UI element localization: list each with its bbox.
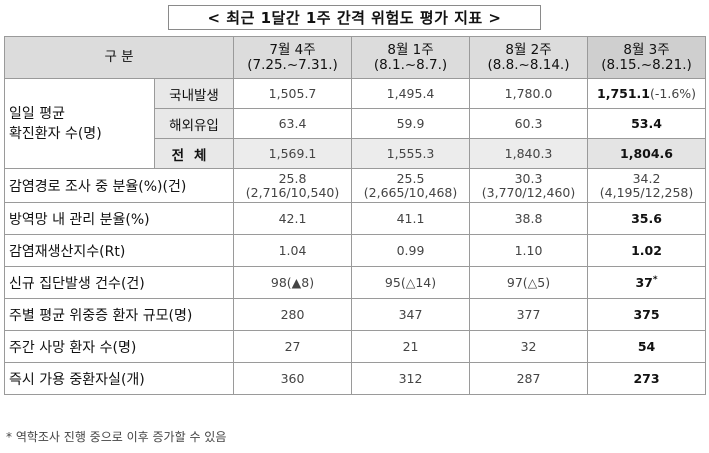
cell: 32 bbox=[469, 330, 589, 363]
cell-current: 375 bbox=[587, 298, 707, 331]
row-label: 주간 사망 환자 수(명) bbox=[3, 330, 235, 363]
row-label: 즉시 가용 중환자실(개) bbox=[3, 362, 235, 395]
cell: 347 bbox=[351, 298, 471, 331]
row-label: 감염경로 조사 중 분율(%)(건) bbox=[3, 168, 235, 203]
table-row: 주별 평균 위중증 환자 규모(명) 280 347 377 375 bbox=[3, 298, 707, 331]
cell: 97(△5) bbox=[469, 266, 589, 299]
row-label: 신규 집단발생 건수(건) bbox=[3, 266, 235, 299]
table-title: < 최근 1달간 1주 간격 위험도 평가 지표 > bbox=[168, 5, 541, 30]
table-row: 즉시 가용 중환자실(개) 360 312 287 273 bbox=[3, 362, 707, 395]
cell-current: 53.4 bbox=[587, 108, 707, 139]
header-label: 구 분 bbox=[3, 36, 235, 79]
table-row: 해외유입 63.4 59.9 60.3 53.4 bbox=[5, 108, 707, 139]
cell: 21 bbox=[351, 330, 471, 363]
sub-label-total: 전체 bbox=[153, 138, 235, 169]
row-label: 주별 평균 위중증 환자 규모(명) bbox=[3, 298, 235, 331]
header-week-4: 8월 3주 (8.15.~8.21.) bbox=[587, 36, 707, 79]
row-label: 방역망 내 관리 분율(%) bbox=[3, 202, 235, 235]
cell: 1,780.0 bbox=[469, 78, 589, 109]
cell: 377 bbox=[469, 298, 589, 331]
risk-indicator-table: 구 분 7월 4주 (7.25.~7.31.) 8월 1주 (8.1.~8.7.) … bbox=[3, 36, 707, 395]
cell-current: 273 bbox=[587, 362, 707, 395]
cell: 60.3 bbox=[469, 108, 589, 139]
cell: 1,840.3 bbox=[469, 138, 589, 169]
cell: 0.99 bbox=[351, 234, 471, 267]
cell: 1,555.3 bbox=[351, 138, 471, 169]
cell: 25.8 (2,716/10,540) bbox=[233, 168, 353, 203]
cell: 38.8 bbox=[469, 202, 589, 235]
row-label: 감염재생산지수(Rt) bbox=[3, 234, 235, 267]
cell-current: 1,751.1(-1.6%) bbox=[587, 78, 707, 109]
cell: 1.04 bbox=[233, 234, 353, 267]
cell: 98(▲8) bbox=[233, 266, 353, 299]
cell: 360 bbox=[233, 362, 353, 395]
cell: 280 bbox=[233, 298, 353, 331]
cell: 1,505.7 bbox=[233, 78, 353, 109]
cell-current: 1.02 bbox=[587, 234, 707, 267]
table-row: 주간 사망 환자 수(명) 27 21 32 54 bbox=[3, 330, 707, 363]
cell: 1,569.1 bbox=[233, 138, 353, 169]
cell: 30.3 (3,770/12,460) bbox=[469, 168, 589, 203]
cell-current: 54 bbox=[587, 330, 707, 363]
cell: 1,495.4 bbox=[351, 78, 471, 109]
header-row: 구 분 7월 4주 (7.25.~7.31.) 8월 1주 (8.1.~8.7.) … bbox=[3, 36, 707, 79]
footnote: * 역학조사 진행 중으로 이후 증가할 수 있음 bbox=[6, 430, 227, 444]
cell: 27 bbox=[233, 330, 353, 363]
cell: 42.1 bbox=[233, 202, 353, 235]
cell: 63.4 bbox=[233, 108, 353, 139]
table-row: 감염재생산지수(Rt) 1.04 0.99 1.10 1.02 bbox=[3, 234, 707, 267]
table-row: 신규 집단발생 건수(건) 98(▲8) 95(△14) 97(△5) 37* bbox=[3, 266, 707, 299]
cell-current: 35.6 bbox=[587, 202, 707, 235]
cell: 95(△14) bbox=[351, 266, 471, 299]
table-row: 방역망 내 관리 분율(%) 42.1 41.1 38.8 35.6 bbox=[3, 202, 707, 235]
sub-label-imported: 해외유입 bbox=[153, 108, 235, 139]
header-week-3: 8월 2주 (8.8.~8.14.) bbox=[469, 36, 589, 79]
header-week-1: 7월 4주 (7.25.~7.31.) bbox=[233, 36, 353, 79]
cell: 25.5 (2,665/10,468) bbox=[351, 168, 471, 203]
table-row: 일일 평균 확진환자 수(명) 국내발생 1,505.7 1,495.4 1,78… bbox=[4, 78, 707, 169]
cell-current: 1,804.6 bbox=[587, 138, 707, 169]
daily-avg-label: 일일 평균 확진환자 수(명) bbox=[4, 78, 155, 169]
table-row: 전체 1,569.1 1,555.3 1,840.3 1,804.6 bbox=[5, 138, 707, 169]
cell: 312 bbox=[351, 362, 471, 395]
cell: 41.1 bbox=[351, 202, 471, 235]
cell: 287 bbox=[469, 362, 589, 395]
table-row: 감염경로 조사 중 분율(%)(건) 25.8 (2,716/10,540) 25… bbox=[3, 168, 707, 203]
cell: 59.9 bbox=[351, 108, 471, 139]
cell-current: 37* bbox=[587, 266, 707, 299]
header-week-2: 8월 1주 (8.1.~8.7.) bbox=[351, 36, 471, 79]
sub-label-domestic: 국내발생 bbox=[153, 78, 235, 109]
cell-current: 34.2 (4,195/12,258) bbox=[587, 168, 707, 203]
cell: 1.10 bbox=[469, 234, 589, 267]
